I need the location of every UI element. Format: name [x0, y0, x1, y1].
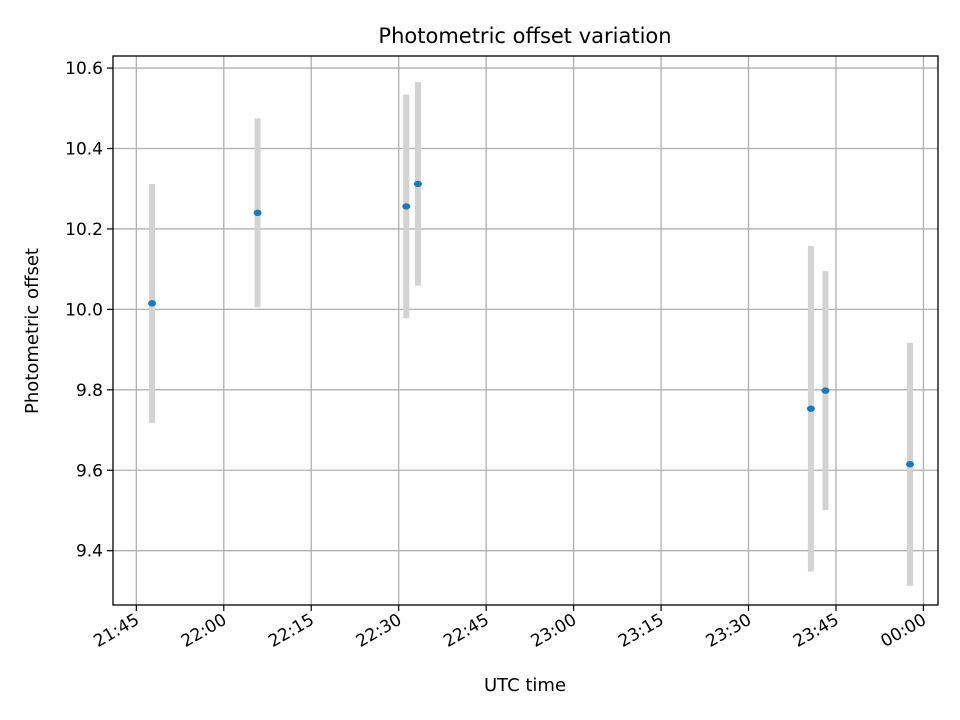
- y-axis-ticks: 9.4 9.6 9.8 10.0 10.2 10.4 10.6: [65, 59, 113, 562]
- data-point: [413, 180, 422, 188]
- data-point: [402, 203, 411, 210]
- data-point: [906, 461, 915, 468]
- y-tick-label: 9.8: [76, 381, 103, 401]
- y-tick-label: 10.4: [65, 140, 103, 160]
- data-points: [148, 180, 915, 468]
- y-tick-label: 10.2: [65, 220, 103, 240]
- y-tick-label: 9.6: [76, 461, 103, 481]
- y-axis-label: Photometric offset: [22, 248, 43, 414]
- data-point: [148, 300, 157, 307]
- y-tick-label: 10.0: [65, 300, 103, 320]
- grid: [113, 56, 938, 605]
- chart-title: Photometric offset variation: [378, 24, 671, 48]
- y-tick-label: 9.4: [76, 542, 103, 562]
- y-tick-label: 10.6: [65, 59, 103, 79]
- plot-area-frame: [112, 55, 939, 606]
- data-point: [253, 209, 262, 217]
- x-axis-label: UTC time: [484, 675, 566, 696]
- data-point: [806, 405, 815, 412]
- data-point: [821, 387, 830, 394]
